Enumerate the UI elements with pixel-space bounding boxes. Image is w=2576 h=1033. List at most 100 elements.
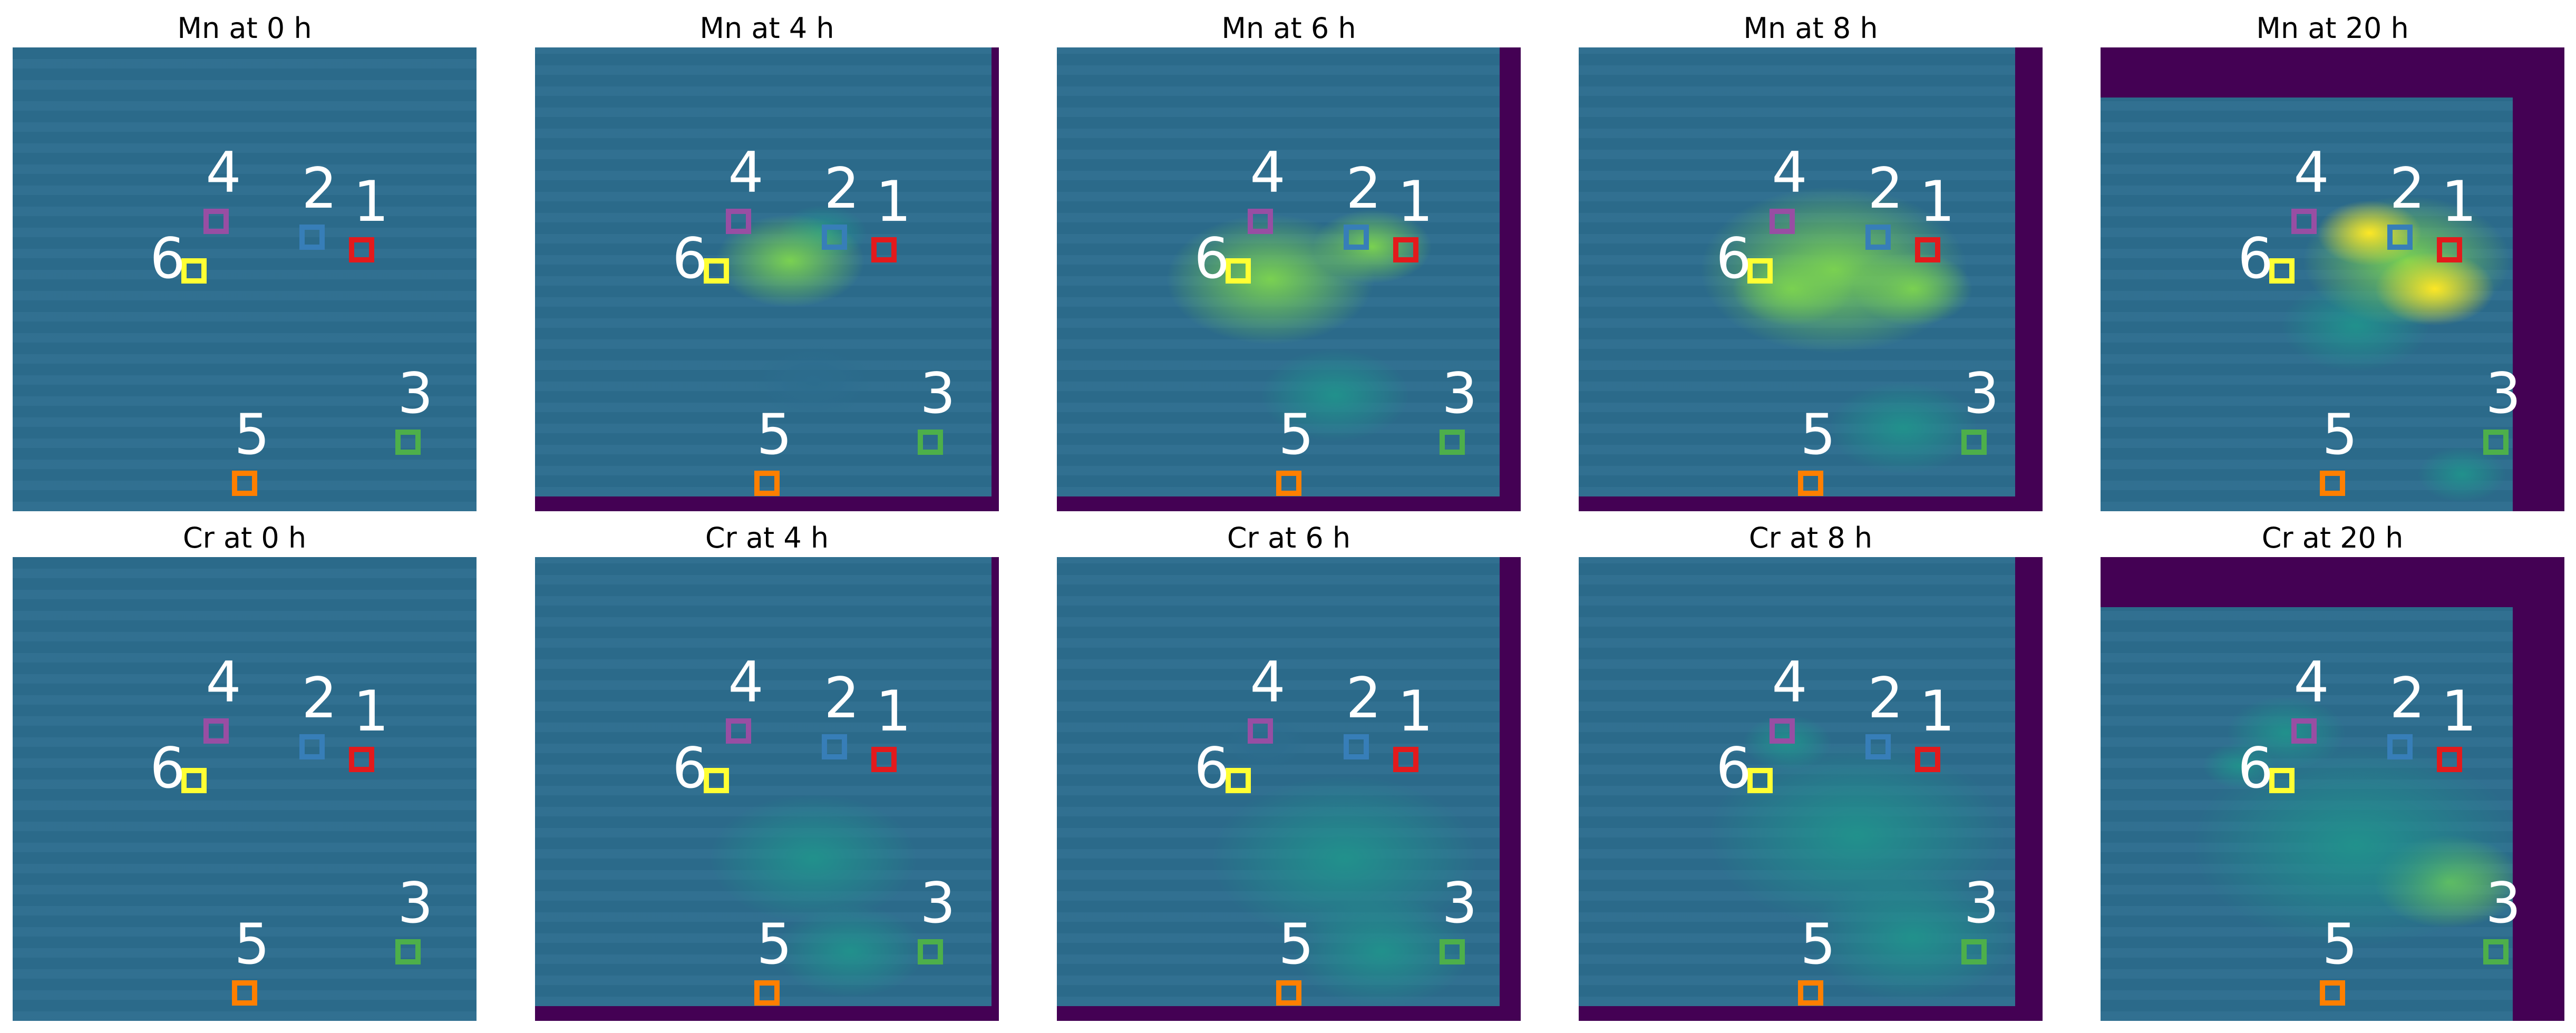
region-marker-6 — [2269, 768, 2295, 793]
region-marker-5 — [232, 980, 257, 1006]
region-marker-6 — [1226, 768, 1251, 793]
region-marker-6 — [181, 768, 207, 793]
region-label-3: 3 — [2485, 361, 2521, 426]
region-marker-6 — [704, 768, 729, 793]
region-label-5: 5 — [2322, 402, 2358, 467]
intensity-field — [2101, 98, 2513, 511]
region-marker-3 — [2483, 430, 2509, 455]
region-label-2: 2 — [1868, 666, 1903, 730]
region-label-1: 1 — [353, 679, 389, 744]
region-label-4: 4 — [1772, 140, 1807, 205]
region-label-6: 6 — [1194, 226, 1230, 291]
region-label-4: 4 — [206, 140, 241, 205]
region-label-5: 5 — [1800, 402, 1836, 467]
panel-title: Cr at 4 h — [705, 521, 829, 554]
region-label-6: 6 — [2238, 226, 2273, 291]
region-label-3: 3 — [2485, 871, 2521, 935]
region-label-2: 2 — [302, 666, 337, 730]
region-marker-4 — [1248, 209, 1273, 234]
region-marker-1 — [2437, 747, 2462, 772]
intensity-field — [1579, 557, 2015, 1006]
region-marker-1 — [349, 237, 374, 262]
region-label-1: 1 — [1919, 679, 1955, 744]
region-label-1: 1 — [2441, 169, 2477, 234]
region-marker-1 — [871, 747, 897, 772]
element-map-image — [1579, 557, 2043, 1021]
region-label-6: 6 — [1716, 736, 1752, 801]
region-marker-3 — [1961, 939, 1987, 964]
region-label-3: 3 — [397, 361, 433, 426]
region-label-5: 5 — [1278, 402, 1314, 467]
region-label-3: 3 — [1442, 361, 1477, 426]
region-label-6: 6 — [2238, 736, 2273, 801]
region-marker-2 — [1865, 225, 1891, 250]
region-label-1: 1 — [1397, 169, 1433, 234]
region-label-5: 5 — [1800, 912, 1836, 977]
region-marker-3 — [918, 430, 943, 455]
region-label-2: 2 — [302, 156, 337, 221]
region-label-5: 5 — [2322, 912, 2358, 977]
region-marker-2 — [822, 734, 847, 759]
region-marker-4 — [1248, 718, 1273, 744]
region-label-1: 1 — [1919, 169, 1955, 234]
region-label-1: 1 — [876, 679, 911, 744]
region-label-2: 2 — [1868, 156, 1903, 221]
region-label-6: 6 — [672, 736, 708, 801]
region-label-3: 3 — [920, 871, 956, 935]
region-marker-6 — [1747, 768, 1773, 793]
region-marker-5 — [754, 980, 780, 1006]
region-label-5: 5 — [756, 402, 792, 467]
region-marker-1 — [1393, 237, 1418, 262]
region-marker-1 — [1915, 237, 1940, 262]
region-marker-4 — [1770, 718, 1795, 744]
region-marker-3 — [2483, 939, 2509, 964]
region-marker-1 — [1915, 747, 1940, 772]
region-marker-5 — [2320, 980, 2345, 1006]
region-marker-3 — [918, 939, 943, 964]
panel-title: Mn at 0 h — [177, 12, 312, 45]
region-label-5: 5 — [234, 912, 270, 977]
region-label-4: 4 — [1772, 650, 1807, 715]
element-map-image — [13, 47, 477, 511]
region-label-2: 2 — [824, 156, 860, 221]
region-marker-6 — [1226, 258, 1251, 284]
region-label-3: 3 — [920, 361, 956, 426]
region-marker-6 — [704, 258, 729, 284]
region-marker-5 — [1798, 980, 1823, 1006]
region-label-2: 2 — [2389, 666, 2425, 730]
intensity-field — [2101, 607, 2513, 1021]
region-label-1: 1 — [2441, 679, 2477, 744]
region-marker-4 — [726, 209, 751, 234]
region-label-6: 6 — [672, 226, 708, 291]
intensity-field — [1057, 557, 1500, 1006]
region-label-6: 6 — [150, 736, 186, 801]
region-marker-2 — [1344, 225, 1369, 250]
panel-title: Cr at 8 h — [1748, 521, 1873, 554]
region-label-4: 4 — [1250, 140, 1286, 205]
region-label-4: 4 — [2293, 650, 2329, 715]
region-label-4: 4 — [206, 650, 241, 715]
region-marker-5 — [232, 471, 257, 496]
region-label-3: 3 — [1963, 361, 1999, 426]
region-marker-1 — [1393, 747, 1418, 772]
region-marker-1 — [871, 237, 897, 262]
region-label-4: 4 — [1250, 650, 1286, 715]
region-label-4: 4 — [2293, 140, 2329, 205]
region-label-6: 6 — [150, 226, 186, 291]
region-label-1: 1 — [1397, 679, 1433, 744]
panel-title: Mn at 4 h — [699, 12, 834, 45]
intensity-field — [1579, 47, 2015, 496]
region-label-2: 2 — [1346, 156, 1382, 221]
region-marker-1 — [2437, 237, 2462, 262]
panel-title: Mn at 8 h — [1743, 12, 1878, 45]
region-label-6: 6 — [1194, 736, 1230, 801]
panel-title: Cr at 6 h — [1227, 521, 1351, 554]
